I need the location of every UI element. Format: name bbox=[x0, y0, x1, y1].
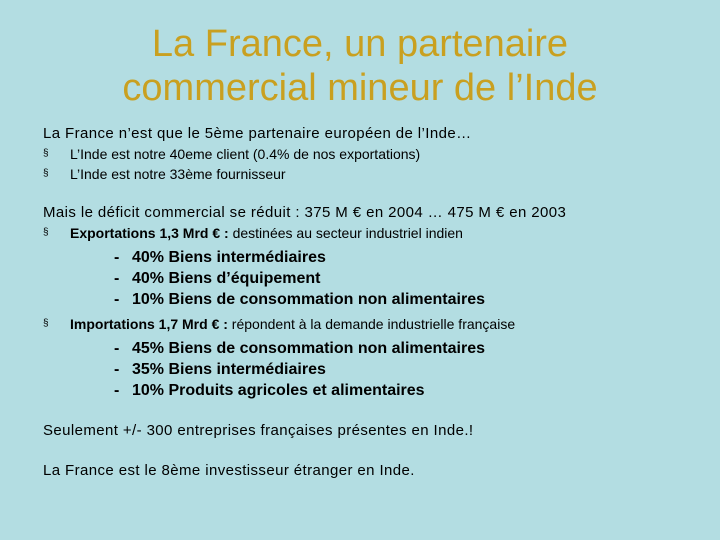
dash-marker: - bbox=[114, 249, 120, 266]
imports-item: - 45% Biens de consommation non alimenta… bbox=[43, 338, 703, 359]
imports-lead: Importations 1,7 Mrd € : bbox=[70, 316, 228, 332]
dash-marker: - bbox=[114, 340, 120, 357]
dash-marker: - bbox=[114, 382, 120, 399]
exports-item: - 40% Biens d’équipement bbox=[43, 268, 703, 289]
bullet-text: L’Inde est notre 33ème fournisseur bbox=[70, 166, 286, 182]
exports-bullet: § Exportations 1,3 Mrd € : destinées au … bbox=[43, 223, 703, 243]
note-companies: Seulement +/- 300 entreprises françaises… bbox=[43, 422, 474, 439]
exports-item-text: 40% Biens intermédiaires bbox=[132, 249, 326, 266]
exports-item-text: 40% Biens d’équipement bbox=[132, 270, 321, 287]
imports-text: répondent à la demande industrielle fran… bbox=[227, 316, 516, 332]
slide-title-line-1: La France, un partenaire bbox=[151, 23, 569, 65]
imports-item-text: 10% Produits agricoles et alimentaires bbox=[132, 382, 425, 399]
imports-item: - 10% Produits agricoles et alimentaires bbox=[43, 380, 703, 401]
exports-item-text: 10% Biens de consommation non alimentair… bbox=[132, 291, 485, 308]
bullet-marker: § bbox=[43, 227, 49, 238]
bullet-item: § L’Inde est notre 33ème fournisseur bbox=[43, 164, 703, 184]
bullet-marker: § bbox=[43, 148, 49, 159]
slide-title-line-2: commercial mineur de l’Inde bbox=[122, 67, 598, 109]
bullet-text: L’Inde est notre 40eme client (0.4% de n… bbox=[70, 146, 421, 162]
exports-item: - 40% Biens intermédiaires bbox=[43, 247, 703, 268]
imports-bullet: § Importations 1,7 Mrd € : répondent à l… bbox=[43, 314, 703, 334]
bullet-item: § L’Inde est notre 40eme client (0.4% de… bbox=[43, 144, 703, 164]
imports-item: - 35% Biens intermédiaires bbox=[43, 359, 703, 380]
dash-marker: - bbox=[114, 291, 120, 308]
bullet-marker: § bbox=[43, 318, 49, 329]
section-1-heading: La France n’est que le 5ème partenaire e… bbox=[43, 125, 472, 142]
exports-item: - 10% Biens de consommation non alimenta… bbox=[43, 289, 703, 310]
slide-content: La France n’est que le 5ème partenaire e… bbox=[43, 124, 703, 481]
dash-marker: - bbox=[114, 361, 120, 378]
exports-lead: Exportations 1,3 Mrd € : bbox=[70, 225, 229, 241]
section-2-heading: Mais le déficit commercial se réduit : 3… bbox=[43, 204, 567, 221]
slide-title: La France, un partenaire commercial mine… bbox=[0, 22, 720, 110]
imports-item-text: 35% Biens intermédiaires bbox=[132, 361, 326, 378]
dash-marker: - bbox=[114, 270, 120, 287]
exports-text: destinées au secteur industriel indien bbox=[228, 225, 463, 241]
note-investor: La France est le 8ème investisseur étran… bbox=[43, 462, 415, 479]
bullet-marker: § bbox=[43, 168, 49, 179]
imports-item-text: 45% Biens de consommation non alimentair… bbox=[132, 340, 485, 357]
